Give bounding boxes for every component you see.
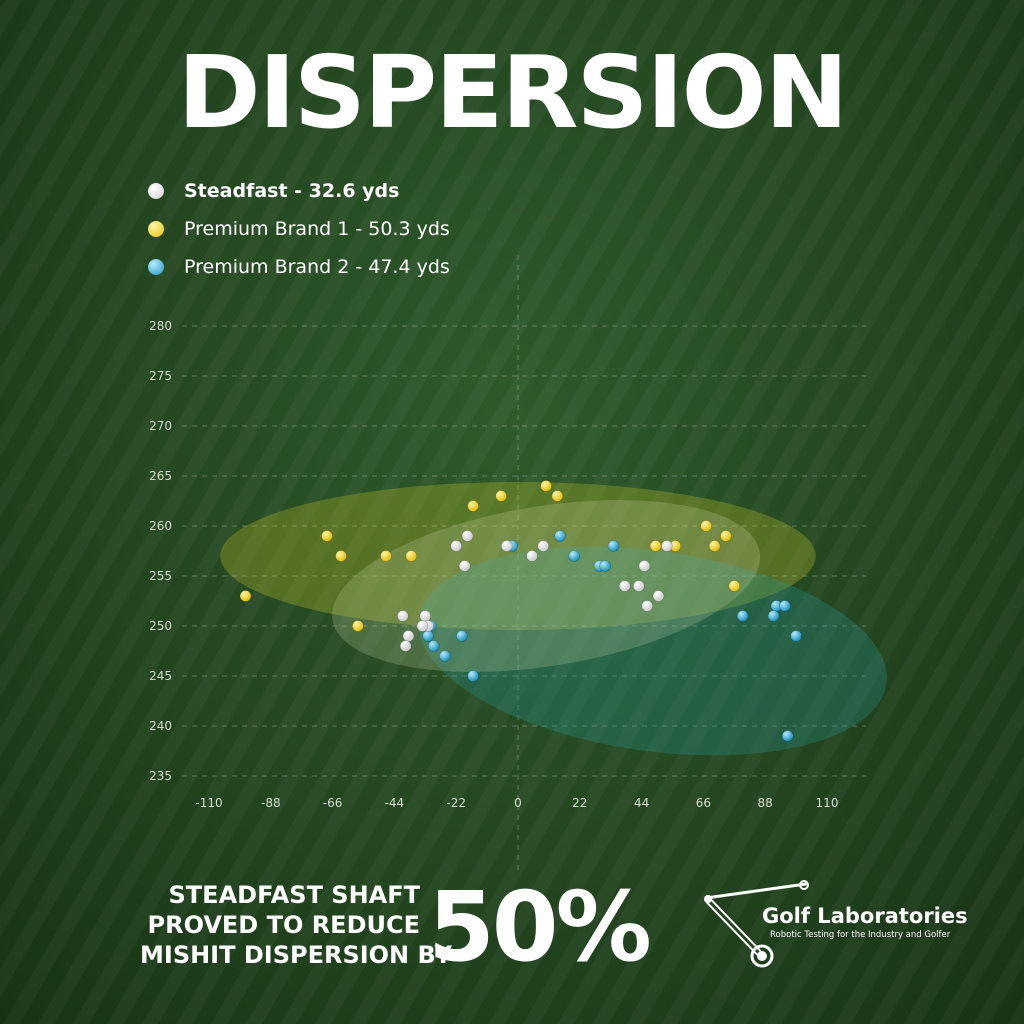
point-brand-2 xyxy=(607,540,620,552)
ellipse-brand-1 xyxy=(220,482,816,630)
point-steadfast xyxy=(526,550,538,562)
point-steadfast xyxy=(638,560,651,572)
point-steadfast xyxy=(461,530,474,542)
point-steadfast xyxy=(419,610,432,622)
brand-tagline: Robotic Testing for the Industry and Gol… xyxy=(770,930,951,940)
dispersion-ellipses xyxy=(220,482,887,756)
point-steadfast xyxy=(500,540,513,552)
legend-item-brand-1: Premium Brand 1 - 50.3 yds xyxy=(148,210,450,248)
point-steadfast xyxy=(641,600,654,612)
point-brand-1 xyxy=(467,500,479,512)
point-steadfast xyxy=(537,540,550,552)
legend-dot-icon xyxy=(148,221,164,237)
x-tick-label: -44 xyxy=(385,796,405,810)
x-tick-label: -66 xyxy=(323,796,343,810)
legend-item-steadfast: Steadfast - 32.6 yds xyxy=(148,172,450,210)
point-brand-2 xyxy=(456,630,468,642)
data-points xyxy=(239,480,802,742)
reduction-percentage: 50% xyxy=(428,871,652,983)
point-brand-2 xyxy=(422,630,434,642)
point-brand-1 xyxy=(321,530,333,542)
legend-label: Premium Brand 1 - 50.3 yds xyxy=(184,218,450,240)
point-brand-2 xyxy=(781,730,794,742)
x-tick-label: 22 xyxy=(572,796,587,810)
x-tick-label: 0 xyxy=(514,796,522,810)
x-tick-label: -88 xyxy=(261,796,281,810)
legend-item-brand-2: Premium Brand 2 - 47.4 yds xyxy=(148,248,450,286)
footer-line: PROVED TO REDUCE xyxy=(147,911,421,939)
y-tick-label: 255 xyxy=(149,569,172,583)
point-brand-2 xyxy=(779,600,791,612)
y-tick-label: 280 xyxy=(149,319,172,333)
point-brand-1 xyxy=(335,550,347,562)
point-brand-1 xyxy=(728,580,741,592)
point-steadfast xyxy=(399,640,412,652)
robot-arm-icon xyxy=(704,880,809,968)
y-tick-label: 240 xyxy=(149,719,172,733)
ellipse-brand-2 xyxy=(418,546,887,756)
y-tick-label: 275 xyxy=(149,369,172,383)
point-steadfast xyxy=(402,630,415,642)
point-steadfast xyxy=(661,540,673,552)
point-brand-2 xyxy=(554,530,566,542)
point-steadfast xyxy=(450,540,463,552)
point-brand-1 xyxy=(700,520,713,532)
legend-label: Steadfast - 32.6 yds xyxy=(184,180,400,202)
point-brand-2 xyxy=(736,610,749,622)
point-steadfast xyxy=(652,590,665,602)
y-tick-label: 265 xyxy=(149,469,172,483)
x-tick-label: -22 xyxy=(446,796,466,810)
point-steadfast xyxy=(458,560,471,572)
point-steadfast xyxy=(397,610,409,622)
point-brand-2 xyxy=(467,670,479,682)
point-brand-1 xyxy=(708,540,721,552)
grid xyxy=(182,255,866,875)
point-brand-2 xyxy=(439,650,451,662)
x-tick-label: 66 xyxy=(696,796,711,810)
y-tick-label: 270 xyxy=(149,419,172,433)
point-brand-2 xyxy=(790,630,802,642)
legend-label: Premium Brand 2 - 47.4 yds xyxy=(184,256,450,278)
y-tick-label: 260 xyxy=(149,519,172,533)
golf-laboratories-logo: Golf Laboratories Robotic Testing for th… xyxy=(700,878,970,968)
legend: Steadfast - 32.6 yds Premium Brand 1 - 5… xyxy=(148,172,450,286)
y-tick-label: 245 xyxy=(149,669,172,683)
point-brand-1 xyxy=(495,490,507,502)
legend-dot-icon xyxy=(148,259,164,275)
point-brand-1 xyxy=(649,540,662,552)
point-brand-1 xyxy=(540,480,552,492)
point-brand-1 xyxy=(720,530,732,542)
point-brand-1 xyxy=(380,550,392,562)
x-tick-label: -110 xyxy=(195,796,222,810)
point-brand-1 xyxy=(352,620,364,632)
footer-line: MISHIT DISPERSION BY xyxy=(140,941,452,969)
brand-name: Golf Laboratories xyxy=(762,904,968,928)
y-tick-label: 250 xyxy=(149,619,172,633)
point-brand-1 xyxy=(551,490,564,502)
point-brand-2 xyxy=(568,550,580,562)
x-tick-label: 88 xyxy=(758,796,773,810)
y-tick-label: 235 xyxy=(149,769,172,783)
point-steadfast xyxy=(632,580,645,592)
x-tick-label: 44 xyxy=(634,796,649,810)
point-brand-2 xyxy=(767,610,780,622)
point-steadfast xyxy=(618,580,631,592)
legend-dot-icon xyxy=(148,183,164,199)
point-brand-2 xyxy=(599,560,611,572)
point-brand-1 xyxy=(239,590,252,602)
footer-line: STEADFAST SHAFT xyxy=(168,881,420,909)
point-steadfast xyxy=(416,620,429,632)
point-brand-1 xyxy=(405,550,418,562)
tick-labels: 280 275 270 265 260 255 250 245 240 235 -110 -88 -66… xyxy=(149,319,838,810)
page-title: DISPERSION xyxy=(177,34,849,151)
footer-claim: STEADFAST SHAFT PROVED TO REDUCE MISHIT … xyxy=(140,880,452,970)
point-brand-2 xyxy=(427,640,440,652)
x-tick-label: 110 xyxy=(816,796,839,810)
